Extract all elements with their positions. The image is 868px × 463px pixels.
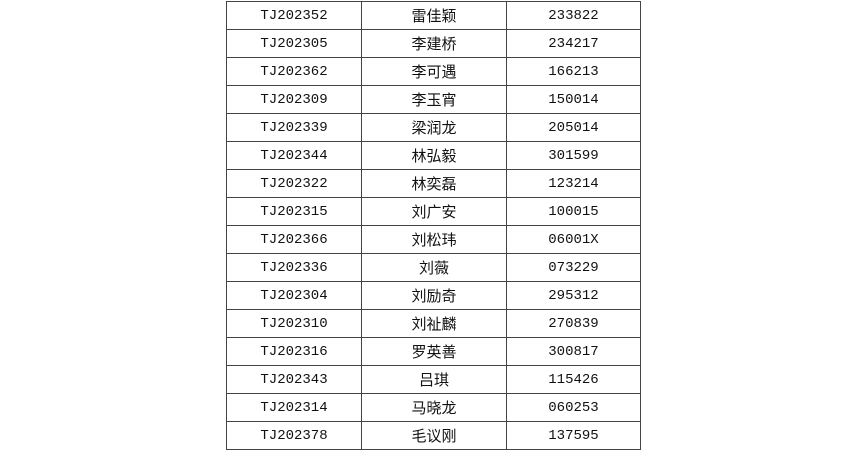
table-row: TJ202362 李可遇 166213: [226, 57, 641, 86]
id-cell: TJ202336: [226, 253, 362, 282]
name-cell: 林奕磊: [361, 169, 507, 198]
name-cell: 刘薇: [361, 253, 507, 282]
code-cell: 150014: [506, 85, 641, 114]
code-cell: 166213: [506, 57, 641, 86]
table-row: TJ202378 毛议刚 137595: [226, 421, 641, 450]
code-cell: 115426: [506, 365, 641, 394]
table-row: TJ202343 吕琪 115426: [226, 365, 641, 394]
table-row: TJ202344 林弘毅 301599: [226, 141, 641, 170]
code-cell: 270839: [506, 309, 641, 338]
id-cell: TJ202315: [226, 197, 362, 226]
id-cell: TJ202322: [226, 169, 362, 198]
id-cell: TJ202316: [226, 337, 362, 366]
name-cell: 罗英善: [361, 337, 507, 366]
code-cell: 123214: [506, 169, 641, 198]
code-cell: 06001X: [506, 225, 641, 254]
table-row: TJ202314 马晓龙 060253: [226, 393, 641, 422]
id-cell: TJ202304: [226, 281, 362, 310]
student-table: TJ202352 雷佳颖 233822 TJ202305 李建桥 234217 TJ2023…: [226, 1, 641, 450]
name-cell: 李建桥: [361, 29, 507, 58]
table-row: TJ202315 刘广安 100015: [226, 197, 641, 226]
code-cell: 073229: [506, 253, 641, 282]
code-cell: 300817: [506, 337, 641, 366]
table-row: TJ202352 雷佳颖 233822: [226, 1, 641, 30]
id-cell: TJ202339: [226, 113, 362, 142]
id-cell: TJ202310: [226, 309, 362, 338]
table-body: TJ202352 雷佳颖 233822 TJ202305 李建桥 234217 TJ2023…: [226, 1, 641, 450]
code-cell: 234217: [506, 29, 641, 58]
name-cell: 雷佳颖: [361, 1, 507, 30]
name-cell: 梁润龙: [361, 113, 507, 142]
id-cell: TJ202309: [226, 85, 362, 114]
name-cell: 李玉宵: [361, 85, 507, 114]
id-cell: TJ202352: [226, 1, 362, 30]
name-cell: 林弘毅: [361, 141, 507, 170]
table-row: TJ202310 刘祉麟 270839: [226, 309, 641, 338]
table-row: TJ202304 刘励奇 295312: [226, 281, 641, 310]
table-row: TJ202305 李建桥 234217: [226, 29, 641, 58]
id-cell: TJ202362: [226, 57, 362, 86]
name-cell: 吕琪: [361, 365, 507, 394]
code-cell: 100015: [506, 197, 641, 226]
code-cell: 233822: [506, 1, 641, 30]
name-cell: 李可遇: [361, 57, 507, 86]
id-cell: TJ202378: [226, 421, 362, 450]
name-cell: 刘励奇: [361, 281, 507, 310]
name-cell: 刘祉麟: [361, 309, 507, 338]
id-cell: TJ202314: [226, 393, 362, 422]
code-cell: 295312: [506, 281, 641, 310]
id-cell: TJ202305: [226, 29, 362, 58]
table-row: TJ202366 刘松玮 06001X: [226, 225, 641, 254]
id-cell: TJ202343: [226, 365, 362, 394]
code-cell: 060253: [506, 393, 641, 422]
name-cell: 刘广安: [361, 197, 507, 226]
code-cell: 137595: [506, 421, 641, 450]
id-cell: TJ202344: [226, 141, 362, 170]
table-row: TJ202309 李玉宵 150014: [226, 85, 641, 114]
name-cell: 马晓龙: [361, 393, 507, 422]
name-cell: 刘松玮: [361, 225, 507, 254]
table-row: TJ202316 罗英善 300817: [226, 337, 641, 366]
table-row: TJ202336 刘薇 073229: [226, 253, 641, 282]
code-cell: 301599: [506, 141, 641, 170]
code-cell: 205014: [506, 113, 641, 142]
table-row: TJ202322 林奕磊 123214: [226, 169, 641, 198]
id-cell: TJ202366: [226, 225, 362, 254]
name-cell: 毛议刚: [361, 421, 507, 450]
table-row: TJ202339 梁润龙 205014: [226, 113, 641, 142]
